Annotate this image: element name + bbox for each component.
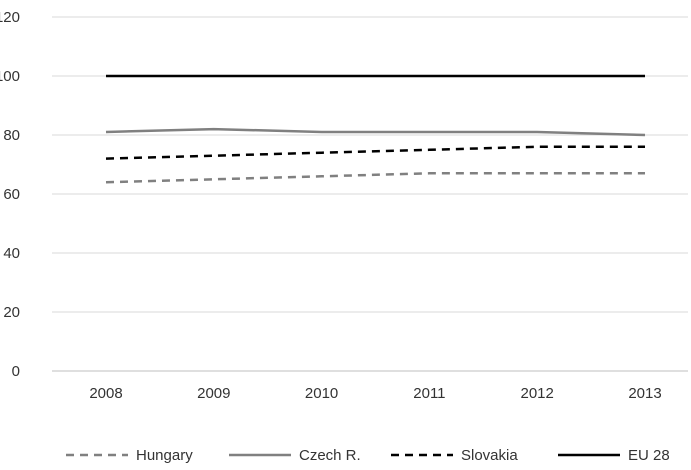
y-tick-label: 40 — [3, 245, 20, 262]
y-tick-label: 100 — [0, 68, 20, 85]
y-tick-label: 0 — [12, 363, 20, 380]
series-line-slovakia — [105, 145, 645, 160]
legend-label-eu-28: EU 28 — [628, 447, 670, 464]
y-axis-ticks: 0 20 40 60 80 100 120 — [0, 9, 20, 380]
x-tick-label: 2010 — [305, 385, 338, 402]
y-tick-label: 60 — [3, 186, 20, 203]
x-tick-label: 2012 — [521, 385, 554, 402]
x-tick-label: 2011 — [413, 385, 445, 402]
x-axis-ticks: 2008 2009 2010 2011 2012 2013 — [89, 385, 661, 402]
y-tick-label: 120 — [0, 9, 20, 26]
y-tick-label: 20 — [3, 304, 20, 321]
legend-label-czech-r: Czech R. — [299, 447, 361, 464]
series-line-czech-r — [105, 127, 646, 137]
y-tick-label: 80 — [3, 127, 20, 144]
legend-label-hungary: Hungary — [136, 447, 193, 464]
x-tick-label: 2009 — [197, 385, 230, 402]
x-tick-label: 2008 — [89, 385, 122, 402]
x-tick-label: 2013 — [628, 385, 661, 402]
series-lines — [105, 74, 646, 184]
legend: Hungary Czech R. Slovakia EU 28 — [66, 447, 670, 464]
legend-label-slovakia: Slovakia — [461, 447, 518, 464]
gridlines — [52, 16, 688, 372]
series-line-hungary — [105, 172, 645, 184]
